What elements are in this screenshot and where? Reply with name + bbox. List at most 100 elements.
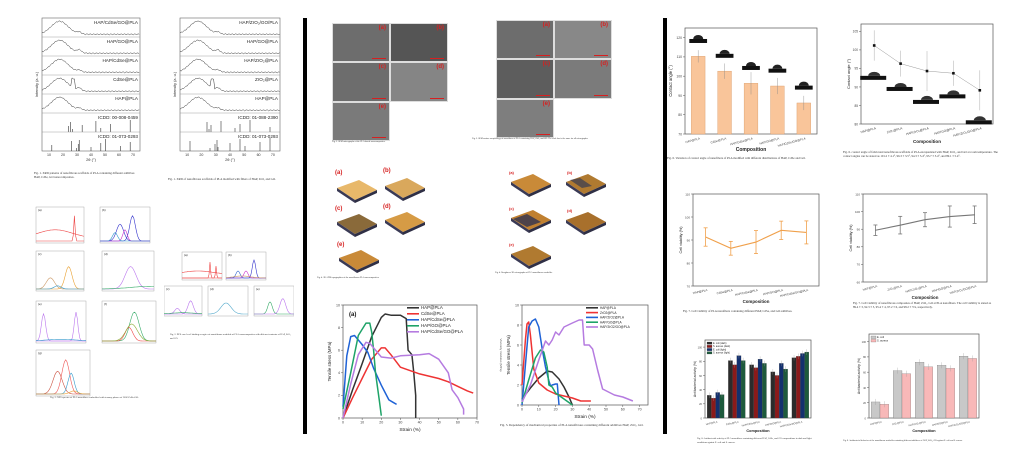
xrd-trace: [179, 39, 280, 55]
bar: [691, 56, 706, 135]
side-axis-label: Viscosity modulus (MPa): [499, 339, 503, 372]
bar: [757, 359, 763, 419]
category-label: HAP/ZrO₂/GO@PLA: [953, 126, 983, 138]
xps-panel: [101, 250, 155, 292]
series-line: [521, 349, 573, 406]
legend-label: CdSe@PLA: [421, 311, 445, 316]
xps-spectrum: [102, 286, 154, 290]
category-label: ZrO₂@PLA: [892, 421, 905, 427]
category-label: HAP/GO@PLA: [763, 288, 784, 296]
xps-panel: [99, 206, 151, 244]
y-tick-label: 0: [701, 416, 703, 420]
panel-label: (c): [509, 206, 514, 211]
category-label: HAP/CdSe/GO@PLA: [780, 421, 803, 429]
category-label: HAP/ZrO₂@PLA: [905, 284, 927, 294]
bar: [779, 363, 784, 419]
y-tick-label: 80: [857, 245, 861, 249]
cell-viability-caption-cdse: Fig. 7. Cell viability of PLA nanofibers…: [683, 309, 793, 313]
category-label: HAP/CdSe@PLA: [741, 421, 760, 428]
y-tick-label: 0: [865, 416, 867, 420]
xrd-trace: [179, 20, 280, 36]
reference-label: ICDD: 00-008-0459: [98, 115, 138, 120]
droplet-icon: [693, 34, 704, 39]
category-label: CdSe@PLA: [710, 137, 727, 145]
data-point: [872, 44, 876, 47]
xrd-caption-zro2: Fig. 1. XRD of nanofibrous scaffolds of …: [168, 177, 276, 181]
legend-label: E. coli: [877, 335, 884, 339]
panel-label: (a): [335, 170, 343, 176]
y-tick-label: 100: [698, 345, 703, 349]
category-label: HAP@PLA: [692, 288, 707, 295]
reference-label: ICDD: 01-073-0293: [98, 134, 138, 139]
xrd-trace-label: CdSe@PLA: [113, 77, 139, 82]
droplet-icon: [772, 64, 783, 69]
column-1: HAP/CdSe/GO@PLA HAP/GO@PLA HAP/CdSe@PLA CdS…: [0, 0, 300, 464]
data-point: [978, 88, 982, 92]
x-axis-label: Composition: [736, 147, 767, 153]
droplet-icon: [868, 71, 881, 76]
xps-caption-left: Fig. 2. XPS spectra of PLA nanofibers em…: [50, 396, 139, 399]
panel-label: (a): [378, 25, 386, 31]
x-tick-label: 60: [257, 153, 261, 157]
legend-label: HAP@PLA: [421, 305, 443, 310]
bar: [791, 357, 797, 419]
x-tick-label: 40: [89, 153, 93, 157]
droplet-substrate: [965, 120, 992, 125]
y-tick-label: 90: [857, 228, 861, 232]
bar: [915, 362, 925, 419]
y-axis-label: Cell viability (%): [849, 224, 853, 252]
category-label: HAP/CdSe/GO@PLA: [777, 137, 806, 148]
y-tick-label: 40: [699, 388, 702, 392]
y-axis-label: Intensity (a. u.): [35, 71, 39, 97]
droplet-substrate: [742, 65, 760, 70]
cell-viability-chart-zro2: 60 70 80 90 100 110 HAP@PLA ZrO₂@PLA HAP/ZrO₂@PL…: [849, 192, 988, 300]
xps-spectrum: [36, 390, 90, 395]
contact-angle-caption-zro2: Fig. 6. contact angle of fabricated nano…: [843, 150, 998, 158]
category-label: HAP@PLA: [706, 421, 719, 426]
y-tick-label: 100: [685, 215, 690, 219]
y-tick-label: 10: [336, 303, 340, 307]
xps-spectrum: [36, 215, 84, 242]
xps-spectrum: [164, 300, 202, 315]
x-tick-label: 60: [117, 153, 121, 157]
panel-label: (e): [378, 104, 386, 110]
y-tick-label: 90: [687, 238, 691, 242]
bar: [715, 392, 720, 419]
y-tick-label: 8: [338, 326, 340, 330]
tensile-chart-zro2: 0 2 4 6 8 10 0 10 20 30 40 50 60 70 Strain (%) Tensile …: [499, 303, 649, 420]
legend-swatch: [706, 345, 713, 348]
bar: [707, 395, 712, 419]
reference-label: ICDD: 01-073-0293: [238, 134, 278, 139]
xps-spectrum: [36, 312, 86, 342]
bar: [804, 351, 809, 419]
afm-image: [339, 250, 379, 273]
panel-label: (a): [349, 312, 356, 318]
series-line: [521, 319, 634, 403]
series-line: [342, 347, 474, 419]
x-tick-label: 10: [47, 153, 51, 157]
x-tick-label: 10: [537, 408, 541, 412]
sem-image: (e): [496, 99, 554, 138]
x-tick-label: 40: [587, 408, 591, 412]
legend-swatch: [870, 335, 877, 339]
x-axis-label: Composition: [912, 295, 939, 300]
x-tick-label: 30: [398, 421, 402, 425]
x-tick-label: 50: [604, 408, 608, 412]
afm-image: [566, 212, 606, 235]
xps-caption-right: Fig. 2. XPS core level binding energies …: [170, 333, 291, 340]
panel-label: (b): [228, 253, 232, 257]
sem-image: (b): [554, 20, 612, 59]
legend-swatch: [870, 339, 877, 343]
droplet-icon: [973, 116, 986, 121]
contact-angle-chart-zro2: 80 85 90 95 100 105 HAP@PLA ZrO₂@PLA HAP/ZrO₂@PL…: [846, 23, 994, 144]
sem-image: (d): [554, 59, 612, 99]
droplet-icon: [921, 95, 933, 100]
bar: [770, 371, 776, 419]
x-axis-label: Composition: [743, 299, 770, 304]
xps-spectrum: [208, 302, 248, 315]
droplet-icon: [719, 49, 730, 54]
afm-image: [511, 246, 551, 269]
category-label: HAP/CdSe@PLA: [735, 288, 759, 297]
category-label: HAP/CdSe/GO@PLA: [780, 288, 809, 298]
panel-label: (a): [184, 253, 188, 257]
